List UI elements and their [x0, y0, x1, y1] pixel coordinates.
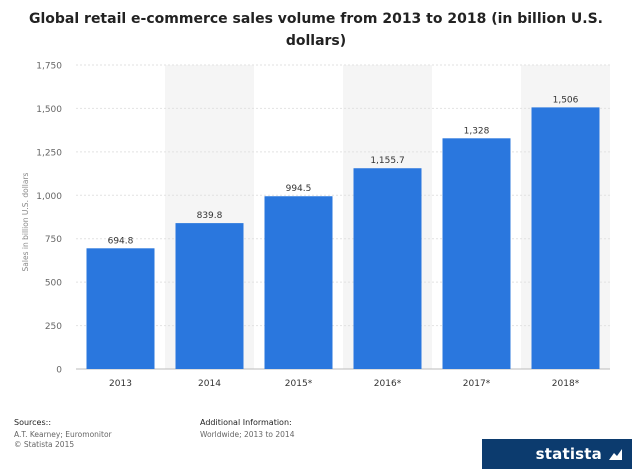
sources-text: A.T. Kearney; Euromonitor	[14, 430, 112, 439]
x-tick-label: 2014	[198, 379, 221, 389]
y-axis-title: Sales in billion U.S. dollars	[21, 172, 30, 271]
y-tick-label: 1,750	[36, 62, 62, 72]
chart-title-line-1: Global retail e-commerce sales volume fr…	[28, 11, 603, 27]
statista-wordmark: statista	[535, 445, 602, 463]
y-tick-label: 750	[45, 235, 62, 245]
bar-value-label: 1,506	[553, 95, 579, 105]
y-tick-label: 250	[45, 322, 62, 332]
bar-value-label: 1,155.7	[370, 156, 404, 166]
copyright-text: © Statista 2015	[14, 440, 75, 449]
x-tick-label: 2018*	[552, 379, 580, 389]
x-tick-label: 2013	[109, 379, 132, 389]
y-tick-label: 1,500	[36, 105, 62, 115]
sources-label: Sources::	[14, 418, 52, 427]
y-tick-label: 1,250	[36, 148, 62, 158]
x-tick-label: 2017*	[463, 379, 491, 389]
y-tick-label: 0	[56, 366, 62, 376]
bar	[264, 196, 333, 369]
y-tick-label: 500	[45, 279, 62, 289]
bar-value-label: 694.8	[108, 236, 134, 246]
y-tick-label: 1,000	[36, 192, 62, 202]
bar-value-label: 994.5	[286, 184, 312, 194]
x-tick-label: 2016*	[374, 379, 402, 389]
bar	[531, 107, 600, 369]
bar	[86, 248, 155, 369]
bar	[442, 138, 511, 369]
statista-arrow-icon	[609, 449, 622, 460]
bar-value-label: 839.8	[197, 211, 223, 221]
statista-logo[interactable]: statista	[482, 439, 632, 469]
x-tick-label: 2015*	[285, 379, 313, 389]
chart-title-line-2: dollars)	[285, 33, 347, 49]
bar-chart: 0 250 500 750 1,000 1,250 1,500 1,750 Sales in b…	[21, 62, 610, 389]
bar	[353, 168, 422, 369]
additional-info-label: Additional Information:	[200, 418, 292, 427]
bar	[175, 223, 244, 369]
chart-title: Global retail e-commerce sales volume fr…	[20, 8, 612, 52]
additional-info-text: Worldwide; 2013 to 2014	[200, 430, 295, 439]
bar-value-label: 1,328	[464, 126, 490, 136]
